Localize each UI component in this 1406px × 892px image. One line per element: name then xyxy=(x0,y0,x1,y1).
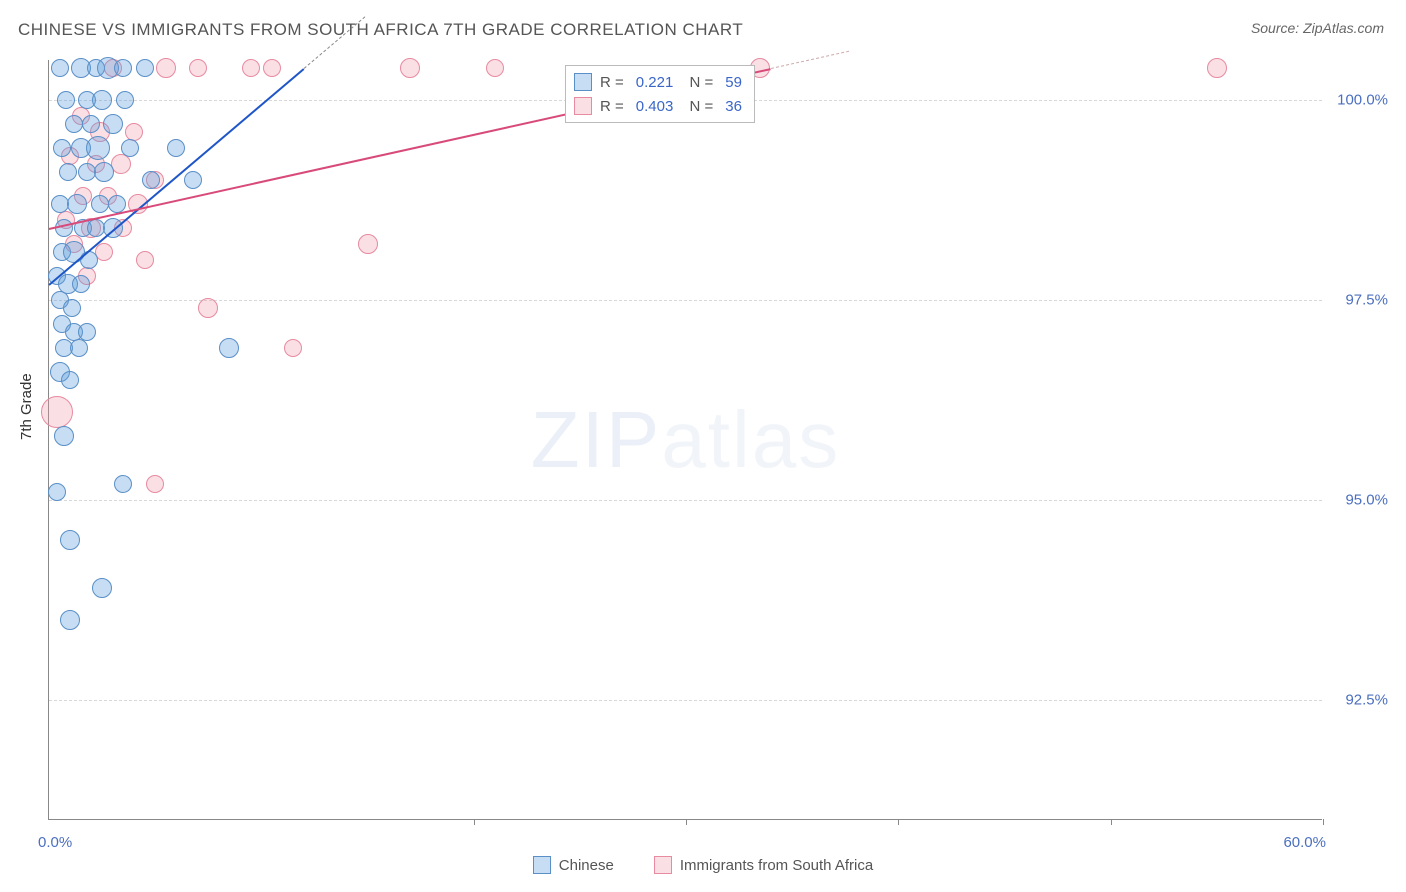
r-value: 0.403 xyxy=(636,98,674,115)
series-legend: Chinese Immigrants from South Africa xyxy=(0,856,1406,874)
data-point-pink xyxy=(284,339,302,357)
gridline-h xyxy=(49,300,1322,301)
scatter-plot: ZIPatlas xyxy=(48,60,1322,820)
y-tick-label: 95.0% xyxy=(1345,492,1388,509)
data-point-blue xyxy=(142,171,160,189)
legend-swatch xyxy=(533,856,551,874)
n-label: N = xyxy=(685,74,713,91)
data-point-pink xyxy=(198,298,218,318)
gridline-h xyxy=(49,500,1322,501)
gridline-h xyxy=(49,700,1322,701)
data-point-blue xyxy=(91,195,109,213)
data-point-pink xyxy=(242,59,260,77)
x-minor-tick xyxy=(1111,819,1112,825)
r-label: R = xyxy=(600,74,624,91)
n-value: 59 xyxy=(725,74,742,91)
data-point-blue xyxy=(70,339,88,357)
data-point-blue xyxy=(121,139,139,157)
data-point-pink xyxy=(263,59,281,77)
data-point-blue xyxy=(108,195,126,213)
data-point-blue xyxy=(92,578,112,598)
data-point-blue xyxy=(67,194,87,214)
r-label: R = xyxy=(600,98,624,115)
x-minor-tick xyxy=(474,819,475,825)
data-point-pink xyxy=(1207,58,1227,78)
data-point-blue xyxy=(136,59,154,77)
series-name: Chinese xyxy=(559,857,614,874)
data-point-blue xyxy=(59,163,77,181)
legend-swatch xyxy=(574,97,592,115)
watermark: ZIPatlas xyxy=(531,394,840,486)
data-point-pink xyxy=(146,475,164,493)
watermark-bold: ZIP xyxy=(531,395,661,484)
data-point-blue xyxy=(48,483,66,501)
data-point-blue xyxy=(86,136,110,160)
stats-legend: R = 0.221 N = 59 R = 0.403 N = 36 xyxy=(565,65,755,123)
data-point-blue xyxy=(82,115,100,133)
watermark-light: atlas xyxy=(661,395,840,484)
n-value: 36 xyxy=(725,98,742,115)
data-point-blue xyxy=(103,114,123,134)
data-point-pink xyxy=(358,234,378,254)
data-point-blue xyxy=(60,610,80,630)
y-tick-label: 97.5% xyxy=(1345,292,1388,309)
legend-row-blue: R = 0.221 N = 59 xyxy=(572,70,748,94)
data-point-blue xyxy=(114,475,132,493)
series-legend-item: Chinese xyxy=(533,856,614,874)
data-point-pink xyxy=(400,58,420,78)
data-point-blue xyxy=(167,139,185,157)
legend-row-pink: R = 0.403 N = 36 xyxy=(572,94,748,118)
data-point-blue xyxy=(65,115,83,133)
chart-title: CHINESE VS IMMIGRANTS FROM SOUTH AFRICA … xyxy=(18,20,743,40)
y-axis-label: 7th Grade xyxy=(18,373,35,440)
source-link[interactable]: ZipAtlas.com xyxy=(1303,20,1384,36)
data-point-blue xyxy=(51,59,69,77)
data-point-pink xyxy=(156,58,176,78)
data-point-blue xyxy=(53,139,71,157)
data-point-pink xyxy=(486,59,504,77)
data-point-pink xyxy=(189,59,207,77)
x-tick-label: 0.0% xyxy=(38,834,72,851)
y-tick-label: 100.0% xyxy=(1337,92,1388,109)
data-point-blue xyxy=(116,91,134,109)
y-tick-label: 92.5% xyxy=(1345,692,1388,709)
legend-swatch xyxy=(654,856,672,874)
data-point-blue xyxy=(114,59,132,77)
data-point-blue xyxy=(63,299,81,317)
chart-source: Source: ZipAtlas.com xyxy=(1251,20,1384,36)
data-point-blue xyxy=(219,338,239,358)
data-point-blue xyxy=(60,530,80,550)
x-minor-tick xyxy=(1323,819,1324,825)
regression-extension-pink xyxy=(771,51,849,69)
x-tick-label: 60.0% xyxy=(1283,834,1326,851)
x-minor-tick xyxy=(898,819,899,825)
source-prefix: Source: xyxy=(1251,20,1303,36)
legend-swatch xyxy=(574,73,592,91)
series-name: Immigrants from South Africa xyxy=(680,857,873,874)
data-point-blue xyxy=(94,162,114,182)
data-point-blue xyxy=(92,90,112,110)
data-point-pink xyxy=(41,396,73,428)
data-point-blue xyxy=(61,371,79,389)
data-point-blue xyxy=(54,426,74,446)
data-point-blue xyxy=(184,171,202,189)
series-legend-item: Immigrants from South Africa xyxy=(654,856,873,874)
data-point-pink xyxy=(136,251,154,269)
n-label: N = xyxy=(685,98,713,115)
data-point-blue xyxy=(72,275,90,293)
x-minor-tick xyxy=(686,819,687,825)
data-point-blue xyxy=(57,91,75,109)
r-value: 0.221 xyxy=(636,74,674,91)
